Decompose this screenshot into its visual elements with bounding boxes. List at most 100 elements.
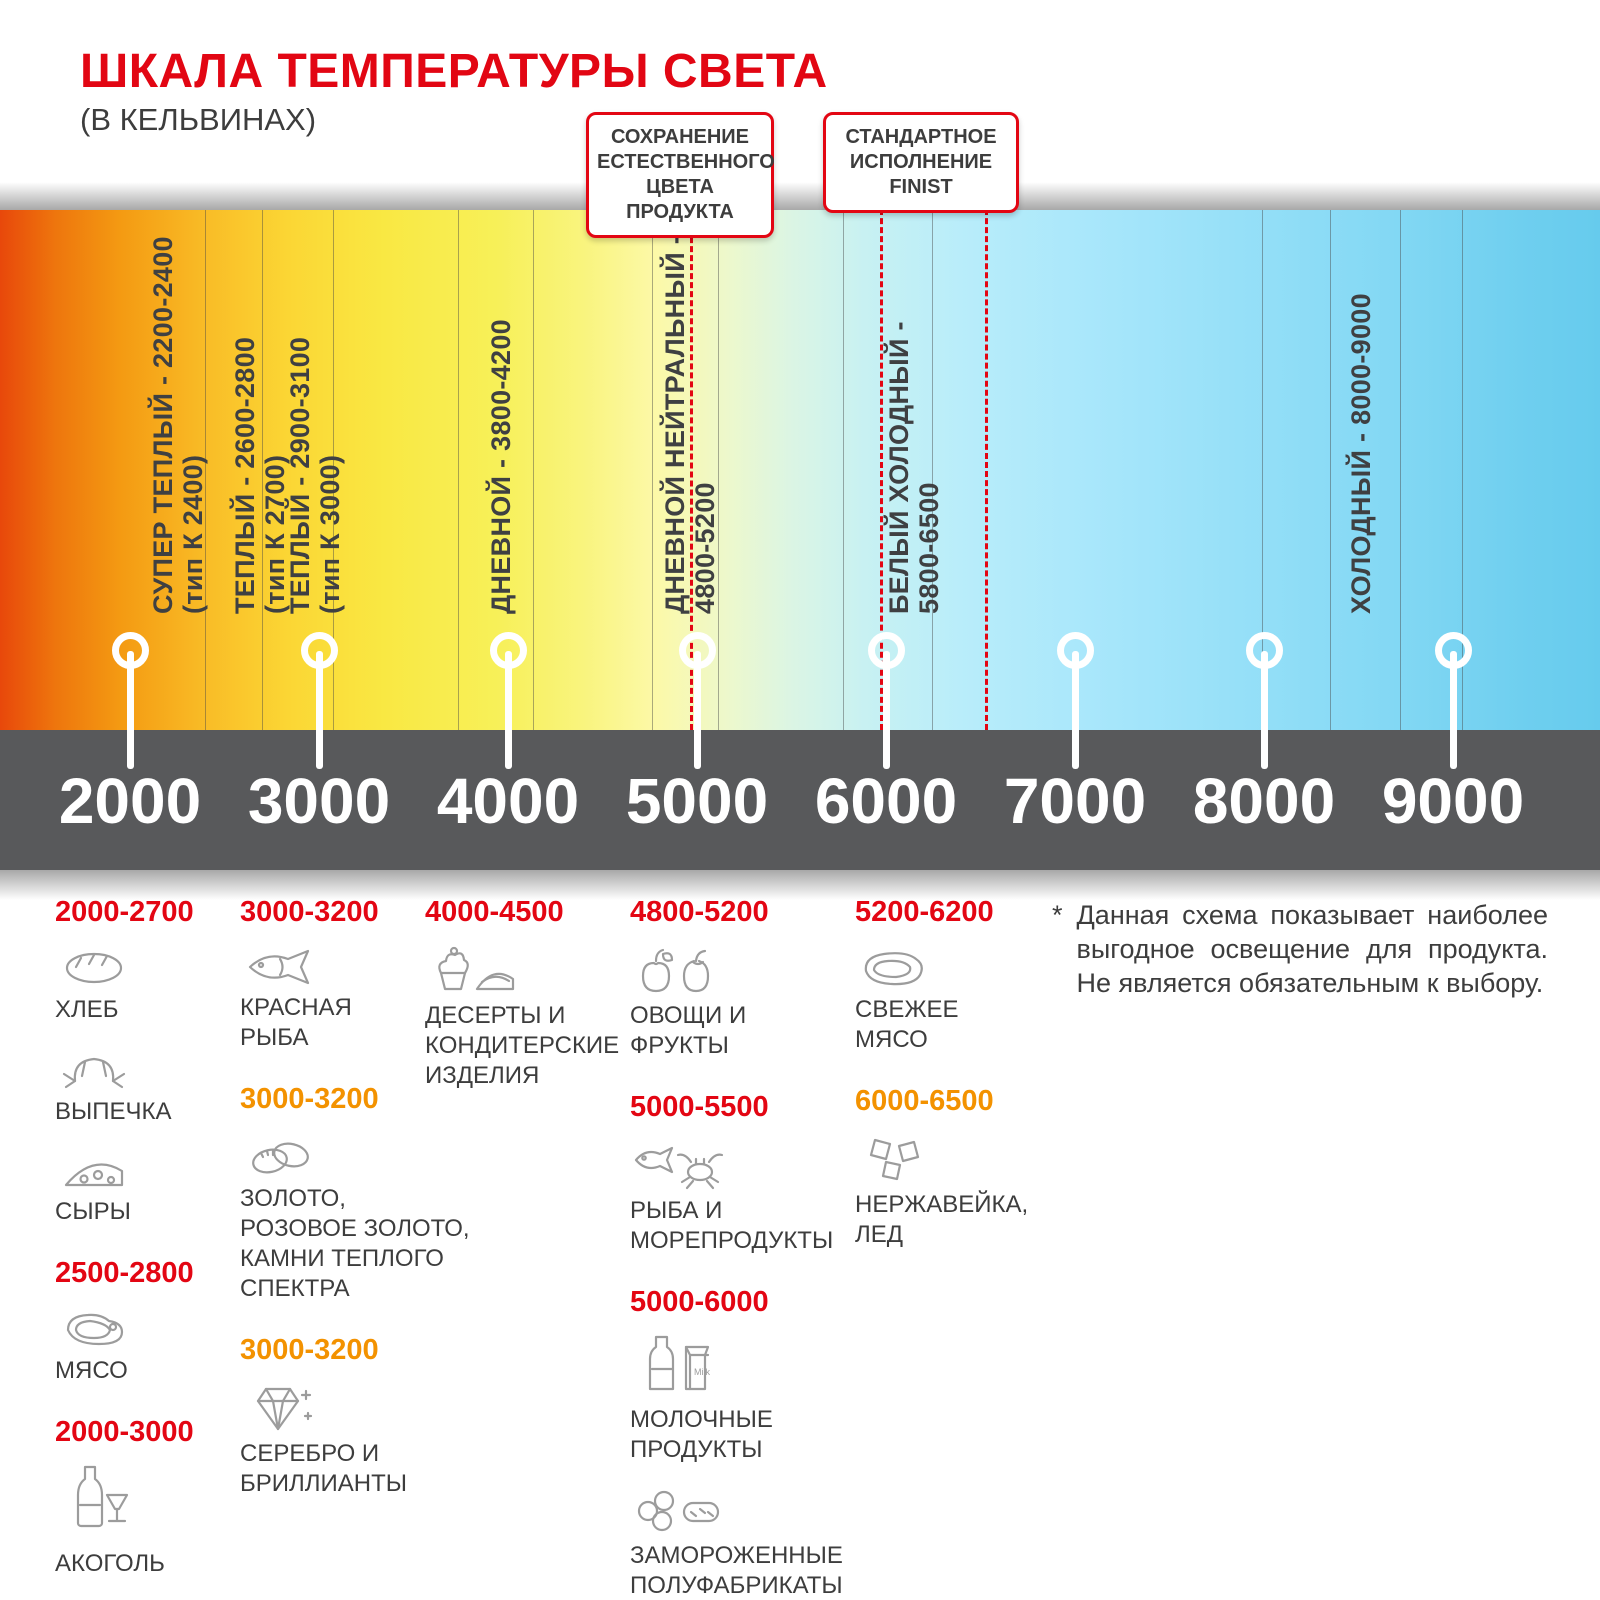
legend-item-label: КРАСНАЯ РЫБА — [240, 994, 352, 1051]
legend-column: 5200-6200 СВЕЖЕЕ МЯСО 6000-6500 НЕРЖАВЕЙКА,… — [855, 896, 1055, 1280]
red-dashed-guide — [985, 200, 988, 730]
gridline — [718, 210, 719, 730]
scale-marker-stem — [126, 651, 134, 769]
legend-range: 6000-6500 — [855, 1085, 994, 1117]
rings-icon — [240, 1128, 490, 1180]
legend-item-label: МОЛОЧНЫЕ ПРОДУКТЫ — [630, 1406, 773, 1463]
legend-item-label: НЕРЖАВЕЙКА, ЛЕД — [855, 1191, 1029, 1248]
scale-marker — [678, 632, 716, 669]
legend-group: 3000-3200 СЕРЕБРО И БРИЛЛИАНТЫ — [240, 1334, 490, 1499]
scale-marker-stem — [882, 651, 890, 769]
axis-tick-label: 6000 — [814, 765, 958, 837]
bottom-shadow-strip — [0, 870, 1600, 900]
legend-item-label: ОВОЩИ И ФРУКТЫ — [630, 1002, 747, 1059]
legend-item-label: АКОГОЛЬ — [55, 1550, 165, 1577]
scale-marker-stem — [1071, 651, 1079, 769]
legend-item: ЗОЛОТО, РОЗОВОЕ ЗОЛОТО, КАМНИ ТЕПЛОГО СП… — [240, 1128, 490, 1304]
legend-group: 2500-2800 МЯСО — [55, 1257, 235, 1386]
gridline — [1262, 210, 1263, 730]
meat-icon — [55, 1302, 235, 1352]
seafood-icon — [630, 1136, 870, 1192]
legend-item: КРАСНАЯ РЫБА — [240, 941, 490, 1053]
legend-item-label: ЗОЛОТО, РОЗОВОЕ ЗОЛОТО, КАМНИ ТЕПЛОГО СП… — [240, 1185, 470, 1302]
zone-label: БЕЛЫЙ ХОЛОДНЫЙ -5800-6500 — [884, 242, 944, 614]
legend-item: СЕРЕБРО И БРИЛЛИАНТЫ — [240, 1379, 490, 1499]
legend-range: 2000-3000 — [55, 1416, 194, 1448]
callout-finist-standard-text: СТАНДАРТНОЕ ИСПОЛНЕНИЕ FINIST — [845, 126, 997, 198]
scale-marker — [300, 632, 338, 669]
legend-range: 4800-5200 — [630, 896, 769, 928]
scale-marker-stem — [693, 651, 701, 769]
legend-column: 3000-3200 КРАСНАЯ РЫБА 3000-3200 ЗОЛОТО, РО… — [240, 896, 490, 1529]
gridline — [843, 210, 844, 730]
zone-label: ТЕПЛЫЙ - 2900-3100 (тип К 3000) — [285, 242, 345, 614]
legend-range: 5000-5500 — [630, 1091, 769, 1123]
legend-group: 4000-4500 ДЕСЕРТЫ И КОНДИТЕРСКИЕ ИЗДЕЛИЯ — [425, 896, 635, 1091]
legend-group: 6000-6500 НЕРЖАВЕЙКА, ЛЕД — [855, 1085, 1055, 1250]
legend-item: МЯСО — [55, 1302, 235, 1386]
zone-label: ТЕПЛЫЙ - 2600-2800 (тип К 2700) — [230, 242, 290, 614]
scale-marker-stem — [1260, 651, 1268, 769]
alcohol-icon — [55, 1461, 235, 1545]
gridline — [458, 210, 459, 730]
axis-tick-label: 9000 — [1381, 765, 1525, 837]
scale-marker-stem — [504, 651, 512, 769]
gridline — [1462, 210, 1463, 730]
callout-natural-color-text: СОХРАНЕНИЕ ЕСТЕСТВЕННОГО ЦВЕТА ПРОДУКТА — [597, 126, 775, 223]
legend-item: ХЛЕБ — [55, 941, 235, 1025]
legend-group: 2000-3000 АКОГОЛЬ — [55, 1416, 235, 1579]
zone-label-sub: (тип К 2400) — [178, 454, 208, 614]
axis-tick-label: 3000 — [247, 765, 391, 837]
axis-tick-label: 7000 — [1003, 765, 1147, 837]
legend-item: РЫБА И МОРЕПРОДУКТЫ — [630, 1136, 870, 1256]
frozen-icon — [630, 1481, 870, 1537]
legend-item: НЕРЖАВЕЙКА, ЛЕД — [855, 1130, 1055, 1250]
legend-range: 3000-3200 — [240, 1083, 379, 1115]
gridline — [1330, 210, 1331, 730]
legend-item-label: ХЛЕБ — [55, 996, 119, 1023]
zone-label-sub: (тип К 3000) — [315, 454, 345, 614]
zone-label-sub: 5800-6500 — [914, 482, 944, 614]
scale-marker — [111, 632, 149, 669]
zone-label-sub: 4800-5200 — [690, 482, 720, 614]
zone-label-text: ТЕПЛЫЙ - 2600-2800 — [230, 336, 260, 614]
legend-item-label: ДЕСЕРТЫ И КОНДИТЕРСКИЕ ИЗДЕЛИЯ — [425, 1002, 620, 1089]
legend-item: ОВОЩИ И ФРУКТЫ — [630, 941, 870, 1061]
callout-natural-color: СОХРАНЕНИЕ ЕСТЕСТВЕННОГО ЦВЕТА ПРОДУКТА — [586, 112, 775, 238]
diamond-icon — [240, 1379, 490, 1435]
legend-range: 5000-6000 — [630, 1286, 769, 1318]
legend-item-label: РЫБА И МОРЕПРОДУКТЫ — [630, 1197, 834, 1254]
color-temperature-gradient — [0, 210, 1600, 730]
legend-group: 2000-2700 ХЛЕБ ВЫПЕЧКА СЫРЫ — [55, 896, 235, 1227]
dessert-icon — [425, 941, 635, 997]
footnote-asterisk: * — [1052, 900, 1063, 930]
red-dashed-guide — [690, 192, 693, 730]
fresh-meat-icon — [855, 941, 1055, 991]
kelvin-axis-band: 2000 3000 4000 5000 6000 7000 8000 9000 — [0, 730, 1600, 870]
legend-item-label: ВЫПЕЧКА — [55, 1098, 172, 1125]
zone-label-text: ДНЕВНОЙ НЕЙТРАЛЬНЫЙ - — [660, 235, 690, 614]
axis-tick-label: 8000 — [1192, 765, 1336, 837]
legend-range: 2000-2700 — [55, 896, 194, 928]
milk-icon: Milk — [630, 1331, 870, 1401]
gridline — [652, 210, 653, 730]
legend-range: 2500-2800 — [55, 1257, 194, 1289]
ice-icon — [855, 1130, 1055, 1186]
axis-tick-label: 5000 — [625, 765, 769, 837]
scale-marker — [1056, 632, 1094, 669]
vegetables-icon — [630, 941, 870, 997]
scale-marker — [1434, 632, 1472, 669]
callout-finist-standard: СТАНДАРТНОЕ ИСПОЛНЕНИЕ FINIST — [823, 112, 1019, 213]
legend-group: 3000-3200 ЗОЛОТО, РОЗОВОЕ ЗОЛОТО, КАМНИ Т… — [240, 1083, 490, 1304]
page-subtitle: (В КЕЛЬВИНАХ) — [80, 102, 317, 137]
gridline — [262, 210, 263, 730]
footnote: * Данная схема показывает наиболее выгод… — [1052, 898, 1548, 1000]
cheese-icon — [55, 1143, 235, 1193]
zone-label-text: ДНЕВНОЙ - 3800-4200 — [486, 319, 516, 614]
legend-range: 5200-6200 — [855, 896, 994, 928]
legend-item: ДЕСЕРТЫ И КОНДИТЕРСКИЕ ИЗДЕЛИЯ — [425, 941, 635, 1091]
scale-marker — [867, 632, 905, 669]
legend-group: 5200-6200 СВЕЖЕЕ МЯСО — [855, 896, 1055, 1055]
zone-label-text: ТЕПЛЫЙ - 2900-3100 — [285, 336, 315, 614]
